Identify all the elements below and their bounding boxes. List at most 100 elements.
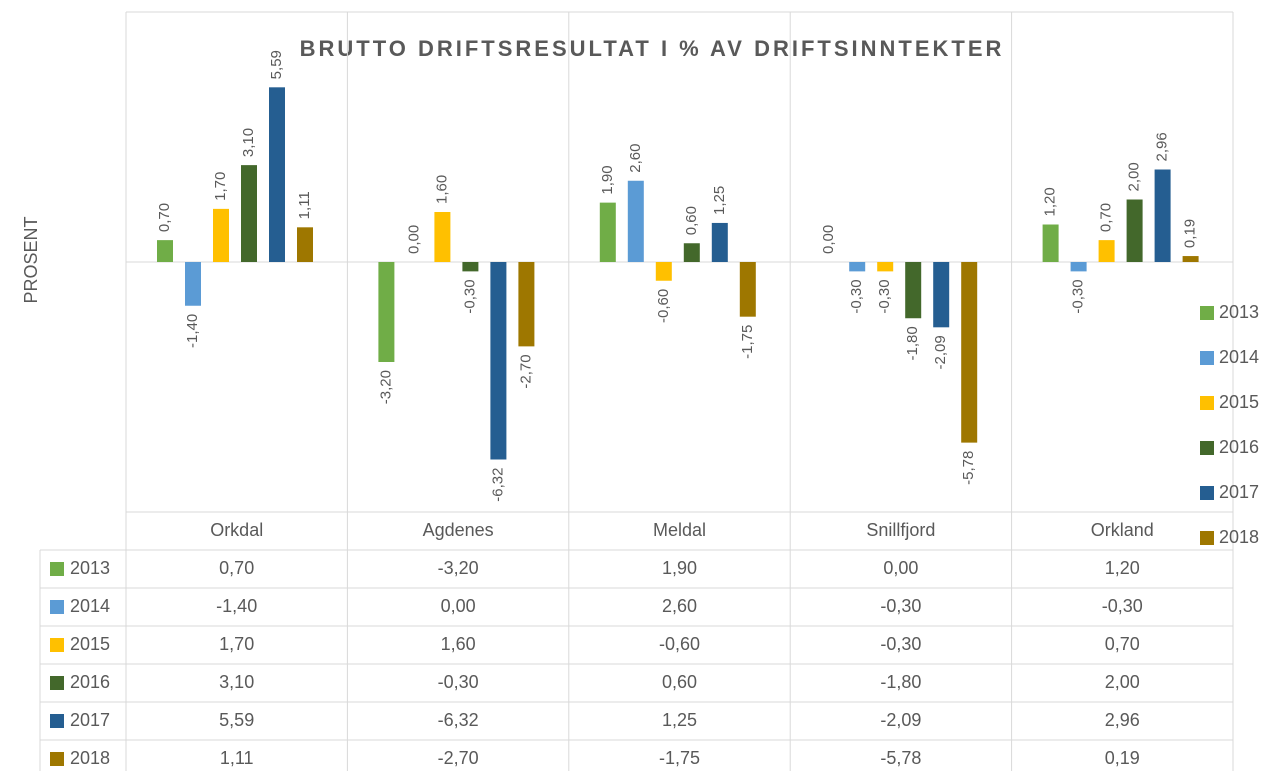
bar bbox=[157, 240, 173, 262]
table-cell: 1,60 bbox=[441, 634, 476, 654]
table-cell: 5,59 bbox=[219, 710, 254, 730]
data-label: -6,32 bbox=[489, 468, 506, 502]
category-label: Orkdal bbox=[210, 520, 263, 540]
data-label: 1,90 bbox=[599, 165, 616, 194]
legend-label: 2015 bbox=[1219, 392, 1259, 412]
legend-label: 2017 bbox=[1219, 482, 1259, 502]
data-label: 5,59 bbox=[268, 50, 285, 79]
category-label: Snillfjord bbox=[866, 520, 935, 540]
table-cell: 0,19 bbox=[1105, 748, 1140, 768]
legend-key bbox=[1200, 396, 1214, 410]
table-cell: -1,80 bbox=[880, 672, 921, 692]
bar bbox=[1126, 199, 1143, 262]
table-cell: 0,60 bbox=[662, 672, 697, 692]
data-label: -1,75 bbox=[739, 325, 756, 359]
legend-key bbox=[1200, 306, 1214, 320]
table-cell: 3,10 bbox=[219, 672, 254, 692]
data-label: 0,60 bbox=[683, 206, 700, 235]
table-legend-key bbox=[50, 714, 64, 728]
table-series-name: 2018 bbox=[70, 748, 110, 768]
data-label: 1,11 bbox=[296, 191, 313, 219]
bar bbox=[241, 165, 257, 262]
table-series-name: 2015 bbox=[70, 634, 110, 654]
legend-key bbox=[1200, 351, 1214, 365]
data-label: -0,30 bbox=[876, 279, 893, 313]
table-cell: 2,96 bbox=[1105, 710, 1140, 730]
bar bbox=[877, 262, 894, 272]
table-legend-key bbox=[50, 676, 64, 690]
bar bbox=[655, 262, 672, 281]
table-cell: -0,60 bbox=[659, 634, 700, 654]
table-cell: -5,78 bbox=[880, 748, 921, 768]
data-label: -0,60 bbox=[655, 289, 672, 323]
y-axis-label: PROSENT bbox=[21, 216, 41, 303]
data-label: -0,30 bbox=[848, 279, 865, 313]
table-cell: -2,09 bbox=[880, 710, 921, 730]
data-label: 2,00 bbox=[1126, 162, 1143, 191]
chart-title: BRUTTO DRIFTSRESULTAT I % AV DRIFTSINNTE… bbox=[300, 36, 1005, 61]
table-cell: -3,20 bbox=[438, 558, 479, 578]
table-legend-key bbox=[50, 752, 64, 766]
table-series-name: 2017 bbox=[70, 710, 110, 730]
table-cell: -0,30 bbox=[880, 634, 921, 654]
bar bbox=[683, 243, 700, 262]
legend-label: 2018 bbox=[1219, 527, 1259, 547]
category-label: Agdenes bbox=[423, 520, 494, 540]
table-cell: 1,25 bbox=[662, 710, 697, 730]
data-label: 1,20 bbox=[1042, 187, 1059, 216]
legend-key bbox=[1200, 441, 1214, 455]
table-cell: -6,32 bbox=[438, 710, 479, 730]
table-legend-key bbox=[50, 638, 64, 652]
bar bbox=[1182, 256, 1199, 262]
data-label: 0,70 bbox=[1098, 203, 1115, 232]
data-label: -0,30 bbox=[1070, 279, 1087, 313]
table-legend-key bbox=[50, 600, 64, 614]
data-label: -1,40 bbox=[184, 314, 201, 348]
legend-key bbox=[1200, 486, 1214, 500]
table-cell: -0,30 bbox=[1102, 596, 1143, 616]
bar bbox=[1098, 240, 1115, 262]
table-cell: 1,20 bbox=[1105, 558, 1140, 578]
category-label: Orkland bbox=[1091, 520, 1154, 540]
data-label: -3,20 bbox=[377, 370, 394, 404]
table-cell: -2,70 bbox=[438, 748, 479, 768]
data-label: -0,30 bbox=[461, 279, 478, 313]
legend-key bbox=[1200, 531, 1214, 545]
bar bbox=[378, 262, 395, 362]
legend-label: 2013 bbox=[1219, 302, 1259, 322]
bar bbox=[599, 202, 616, 262]
table-cell: -1,75 bbox=[659, 748, 700, 768]
legend-label: 2014 bbox=[1219, 347, 1259, 367]
bar bbox=[1042, 224, 1059, 262]
data-label: 0,00 bbox=[405, 225, 422, 254]
bar bbox=[739, 262, 756, 317]
bar bbox=[462, 262, 479, 272]
bar bbox=[269, 87, 285, 262]
bar bbox=[490, 262, 507, 460]
data-label: 1,25 bbox=[711, 186, 728, 215]
data-label: -2,70 bbox=[517, 354, 534, 388]
bar bbox=[434, 212, 451, 262]
data-label: 0,70 bbox=[156, 203, 173, 232]
table-cell: 1,11 bbox=[220, 748, 254, 768]
table-cell: -0,30 bbox=[880, 596, 921, 616]
bar bbox=[627, 180, 644, 262]
bar bbox=[1070, 262, 1087, 272]
bar bbox=[711, 222, 728, 262]
table-legend-key bbox=[50, 562, 64, 576]
data-label: -1,80 bbox=[904, 326, 921, 360]
table-cell: 2,60 bbox=[662, 596, 697, 616]
data-label: 1,70 bbox=[212, 172, 229, 201]
bar bbox=[849, 262, 866, 272]
table-cell: 0,70 bbox=[1105, 634, 1140, 654]
bar bbox=[905, 262, 922, 319]
table-cell: 1,90 bbox=[662, 558, 697, 578]
data-label: 3,10 bbox=[240, 128, 257, 157]
table-cell: 0,00 bbox=[441, 596, 476, 616]
table-cell: 1,70 bbox=[219, 634, 254, 654]
table-cell: -1,40 bbox=[216, 596, 257, 616]
data-label: 2,60 bbox=[627, 144, 644, 173]
data-label: -5,78 bbox=[960, 451, 977, 485]
data-label: -2,09 bbox=[932, 335, 949, 369]
bar bbox=[961, 262, 978, 443]
